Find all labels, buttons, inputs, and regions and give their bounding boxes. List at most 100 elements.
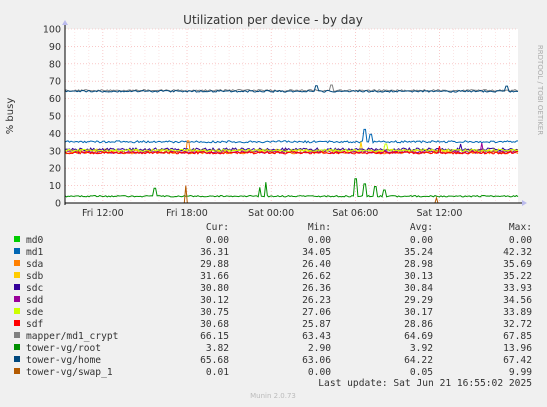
legend-value: 26.23 [302, 295, 331, 306]
legend-swatch [14, 332, 20, 338]
legend-value: 28.86 [404, 319, 433, 330]
y-tick-labels: 0 10 20 30 40 50 60 70 80 90 100 [43, 25, 61, 210]
legend-header: Avg: [410, 222, 433, 233]
legend-series-name: tower-vg/swap_1 [26, 367, 113, 378]
y-tick-label: 30 [49, 146, 61, 157]
legend-header: Min: [308, 222, 331, 233]
y-tick-label: 50 [49, 112, 61, 123]
legend-swatch [14, 368, 20, 374]
legend-value: 0.00 [308, 367, 331, 378]
legend-value: 34.05 [302, 247, 331, 258]
legend-value: 30.12 [200, 295, 229, 306]
munin-version: Munin 2.0.73 [250, 392, 296, 400]
legend-value: 30.13 [404, 271, 433, 282]
y-axis-label: % busy [5, 98, 16, 135]
legend-value: 3.92 [410, 343, 433, 354]
legend-swatch [14, 236, 20, 242]
legend-value: 26.36 [302, 283, 331, 294]
x-tick-label: Fri 18:00 [166, 208, 208, 219]
x-tick-labels: Fri 12:00 Fri 18:00 Sat 00:00 Sat 06:00 Sat … [82, 208, 462, 219]
legend-series-name: sdd [26, 295, 43, 306]
y-tick-label: 90 [49, 42, 61, 53]
y-tick-label: 80 [49, 59, 61, 70]
series-line-sde [64, 143, 519, 153]
x-axis-arrow [522, 200, 527, 206]
legend-value: 35.69 [503, 259, 532, 270]
legend-value: 28.98 [404, 259, 433, 270]
rrdtool-watermark: RRDTOOL / TOBI OETIKER [536, 45, 544, 135]
legend-value: 30.68 [200, 319, 229, 330]
legend-value: 36.31 [200, 247, 229, 258]
legend-swatch [14, 284, 20, 290]
y-tick-label: 60 [49, 94, 61, 105]
legend-value: 65.68 [200, 355, 229, 366]
legend-value: 0.00 [206, 235, 229, 246]
legend-value: 32.72 [503, 319, 532, 330]
legend-swatch [14, 248, 20, 254]
legend-swatch [14, 308, 20, 314]
series-line-sdf [64, 145, 519, 155]
series-line-md1 [64, 128, 519, 144]
plot-area [65, 29, 518, 203]
legend-value: 30.75 [200, 307, 229, 318]
legend-value: 29.88 [200, 259, 229, 270]
last-update: Last update: Sat Jun 21 16:55:02 2025 [318, 378, 532, 389]
legend-value: 27.06 [302, 307, 331, 318]
legend-value: 0.00 [410, 235, 433, 246]
legend-value: 63.43 [302, 331, 331, 342]
legend-value: 42.32 [503, 247, 532, 258]
y-tick-label: 40 [49, 129, 61, 140]
legend-series-name: tower-vg/home [26, 355, 101, 366]
legend-value: 35.22 [503, 271, 532, 282]
legend-value: 0.01 [206, 367, 229, 378]
legend-series-name: sdf [26, 319, 43, 330]
x-tick-label: Sat 12:00 [416, 208, 462, 219]
legend-swatch [14, 260, 20, 266]
legend-series-name: sdb [26, 271, 44, 282]
legend-swatch [14, 272, 20, 278]
x-tick-label: Sat 06:00 [332, 208, 378, 219]
y-tick-label: 100 [43, 25, 61, 36]
legend-value: 35.24 [404, 247, 433, 258]
legend-value: 33.89 [503, 307, 532, 318]
legend-value: 2.90 [308, 343, 331, 354]
legend-value: 64.69 [404, 331, 433, 342]
legend-swatch [14, 356, 20, 362]
chart-title: Utilization per device - by day [183, 13, 363, 27]
legend-series-name: tower-vg/root [26, 343, 101, 354]
legend-value: 3.82 [206, 343, 229, 354]
legend-value: 67.85 [503, 331, 532, 342]
x-tick-label: Sat 00:00 [248, 208, 294, 219]
legend-value: 63.06 [302, 355, 331, 366]
legend-value: 66.15 [200, 331, 229, 342]
legend-value: 33.93 [503, 283, 532, 294]
series-line-mapper-md1-crypt [64, 84, 519, 92]
legend-series-name: mapper/md1_crypt [26, 331, 118, 342]
legend-swatch [14, 320, 20, 326]
legend-value: 30.80 [200, 283, 229, 294]
legend-series-name: sda [26, 259, 43, 270]
y-tick-label: 0 [55, 199, 61, 210]
legend-value: 31.66 [200, 271, 229, 282]
legend-header: Max: [509, 222, 532, 233]
legend-value: 0.00 [308, 235, 331, 246]
legend-series-name: md0 [26, 235, 44, 246]
legend-value: 0.00 [509, 235, 532, 246]
legend-value: 34.56 [503, 295, 532, 306]
legend-value: 0.05 [410, 367, 433, 378]
legend-value: 26.40 [302, 259, 331, 270]
legend-value: 13.96 [503, 343, 532, 354]
series-line-sdd [64, 142, 519, 155]
legend-value: 29.29 [404, 295, 433, 306]
legend-value: 9.99 [509, 367, 532, 378]
series-line-tower-vg-root [64, 178, 519, 198]
y-tick-label: 10 [49, 181, 61, 192]
legend-series-name: sdc [26, 283, 43, 294]
legend-value: 30.17 [404, 307, 433, 318]
y-axis-arrow [62, 20, 68, 25]
legend-series-name: sde [26, 307, 44, 318]
legend-header: Cur: [206, 222, 229, 233]
legend-swatch [14, 344, 20, 350]
legend-series-name: md1 [26, 247, 44, 258]
